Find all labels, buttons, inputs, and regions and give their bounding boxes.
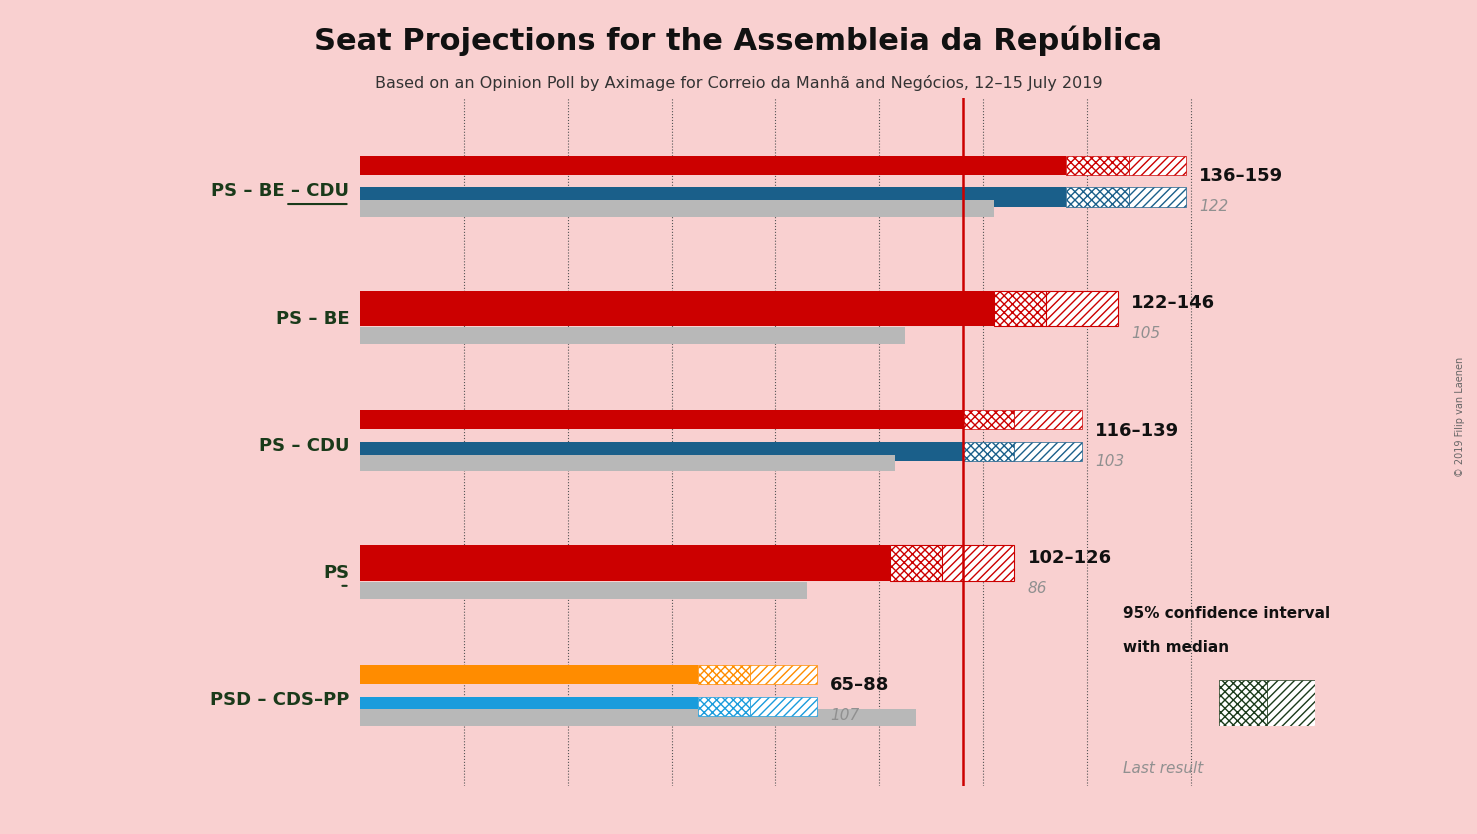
- Bar: [1128, 156, 1186, 175]
- Bar: [360, 290, 994, 326]
- Text: 116–139: 116–139: [1094, 421, 1179, 440]
- Bar: [1219, 680, 1267, 726]
- Text: 102–126: 102–126: [1028, 549, 1112, 567]
- Bar: [360, 582, 806, 599]
- Bar: [360, 696, 697, 716]
- Text: Based on an Opinion Poll by Aximage for Correio da Manhã and Negócios, 12–15 Jul: Based on an Opinion Poll by Aximage for …: [375, 75, 1102, 91]
- Bar: [749, 696, 817, 716]
- Text: with median: with median: [1123, 640, 1229, 655]
- Text: 122: 122: [1199, 199, 1229, 214]
- Text: 105: 105: [1131, 326, 1161, 341]
- Bar: [360, 545, 889, 580]
- Bar: [1128, 188, 1186, 207]
- Bar: [360, 442, 963, 461]
- Bar: [360, 455, 895, 471]
- Text: Seat Projections for the Assembleia da República: Seat Projections for the Assembleia da R…: [315, 25, 1162, 56]
- Text: 122–146: 122–146: [1131, 294, 1216, 312]
- Bar: [942, 545, 1015, 580]
- Bar: [994, 290, 1046, 326]
- Text: 103: 103: [1094, 454, 1124, 469]
- Text: PS: PS: [323, 564, 350, 582]
- Bar: [749, 665, 817, 684]
- Text: © 2019 Filip van Laenen: © 2019 Filip van Laenen: [1455, 357, 1465, 477]
- Bar: [360, 156, 1066, 175]
- Bar: [963, 442, 1015, 461]
- Bar: [963, 410, 1015, 430]
- Text: Last result: Last result: [1123, 761, 1202, 776]
- Text: 65–88: 65–88: [830, 676, 889, 694]
- Text: 136–159: 136–159: [1199, 167, 1284, 185]
- Bar: [360, 410, 963, 430]
- Bar: [1046, 290, 1118, 326]
- Text: PS – CDU: PS – CDU: [258, 437, 350, 455]
- Text: 95% confidence interval: 95% confidence interval: [1123, 606, 1329, 621]
- Bar: [697, 665, 749, 684]
- Bar: [360, 709, 916, 726]
- Bar: [889, 545, 942, 580]
- Text: PS – BE: PS – BE: [276, 309, 350, 328]
- Text: PS – BE – CDU: PS – BE – CDU: [211, 183, 350, 200]
- Bar: [1015, 442, 1083, 461]
- Bar: [697, 696, 749, 716]
- Bar: [1066, 188, 1128, 207]
- Bar: [1267, 680, 1315, 726]
- Bar: [1015, 410, 1083, 430]
- Text: PSD – CDS–PP: PSD – CDS–PP: [210, 691, 350, 710]
- Bar: [360, 200, 994, 217]
- Bar: [360, 188, 1066, 207]
- Bar: [360, 665, 697, 684]
- Text: 107: 107: [830, 708, 860, 723]
- Text: 86: 86: [1028, 580, 1047, 595]
- Bar: [360, 328, 905, 344]
- Bar: [1066, 156, 1128, 175]
